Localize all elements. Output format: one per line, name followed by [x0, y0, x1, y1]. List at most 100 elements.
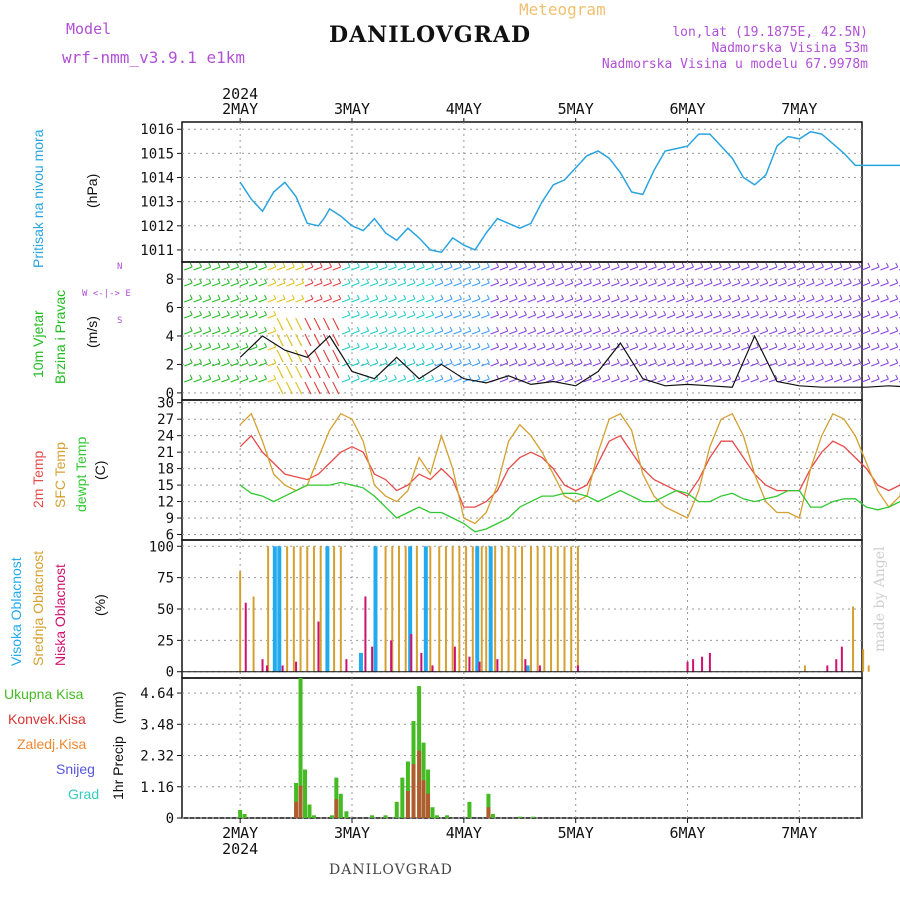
- wind-barb: [258, 282, 267, 287]
- wind-barb-tick: [616, 294, 620, 300]
- wind-barb-tick: [848, 374, 852, 380]
- wind-barb: [750, 314, 759, 319]
- wind-barb: [573, 298, 583, 303]
- convective-rain-bar: [298, 785, 303, 818]
- wind-barb: [499, 346, 509, 351]
- wind-barb-tick: [821, 374, 824, 380]
- wind-barb-tick: [458, 310, 462, 316]
- wind-barb-tick: [412, 358, 416, 364]
- wind-barb-tick: [245, 278, 249, 284]
- wind-barb-tick: [226, 374, 230, 380]
- wind-barb-tick: [644, 278, 648, 284]
- wind-barb-tick: [839, 294, 843, 300]
- wind-barb: [713, 282, 722, 287]
- wind-barb-tick: [848, 342, 852, 348]
- wind-barb: [601, 378, 611, 383]
- total-rain-bar: [400, 777, 405, 818]
- wind-barb-tick: [867, 294, 871, 300]
- wind-barb-tick: [477, 358, 481, 364]
- wind-barb-tick: [551, 310, 555, 316]
- wind-barb-tick: [728, 294, 732, 300]
- wind-barb-tick: [653, 374, 657, 380]
- wind-barb-tick: [886, 374, 889, 380]
- wind-barb: [796, 378, 806, 383]
- wind-barb-tick: [821, 262, 824, 268]
- wind-barb-tick: [505, 342, 509, 348]
- wind-barb-tick: [839, 374, 843, 380]
- wind-barb-tick: [848, 358, 852, 364]
- wind-barb: [378, 378, 388, 383]
- wind-barb-tick: [691, 278, 694, 284]
- wind-barb: [443, 298, 453, 303]
- total-rain-bar: [303, 769, 308, 818]
- wind-barb-tick: [561, 310, 564, 316]
- x-label-top: 4MAY: [446, 100, 482, 118]
- wind-barb-tick: [783, 342, 787, 348]
- total-rain-bar: [405, 761, 410, 818]
- wind-barb-tick: [811, 294, 815, 300]
- wind-barb-tick: [254, 358, 258, 364]
- wind-barb: [406, 298, 416, 303]
- wind-barb-tick: [765, 374, 769, 380]
- wind-barb: [508, 266, 518, 271]
- wind-barb-tick: [282, 262, 286, 268]
- wind-barb: [573, 314, 583, 319]
- wind-barb: [351, 314, 360, 319]
- wind-barb: [768, 282, 778, 287]
- wind-barb-tick: [289, 373, 293, 379]
- wind-barb: [397, 314, 406, 319]
- wind-barb-tick: [737, 278, 741, 284]
- wind-barb-tick: [440, 278, 444, 284]
- wind-barb-tick: [886, 294, 889, 300]
- wind-barb-tick: [217, 310, 221, 316]
- wind-barb: [861, 346, 871, 351]
- wind-barb: [815, 266, 824, 271]
- wind-barb: [629, 314, 639, 319]
- mid-cloud-bar: [333, 546, 336, 672]
- mid-cloud-bar: [252, 596, 255, 672]
- mid-cloud-bar: [536, 546, 539, 672]
- wind-barb-tick: [245, 326, 249, 332]
- wind-barb-tick: [672, 278, 676, 284]
- wind-barb-tick: [299, 389, 303, 395]
- mid-cloud-bar: [862, 649, 865, 672]
- wind-barb: [889, 330, 898, 335]
- wind-barb-tick: [356, 358, 360, 364]
- wind-barb: [796, 362, 806, 367]
- wind-barb-tick: [533, 326, 537, 332]
- wind-barb: [731, 378, 741, 383]
- wind-barb-tick: [551, 262, 555, 268]
- wind-barb: [620, 298, 629, 303]
- wind-barb-tick: [858, 358, 862, 364]
- wind-barb-tick: [449, 326, 453, 332]
- wind-barb: [481, 362, 490, 367]
- wind-barb-tick: [431, 262, 435, 268]
- wind-barb-tick: [356, 342, 360, 348]
- wind-barb-tick: [821, 278, 824, 284]
- wind-barb-tick: [282, 278, 286, 284]
- y-tick-label: 30: [157, 396, 174, 412]
- total-rain-bar: [467, 801, 472, 818]
- wind-barb: [211, 282, 221, 287]
- wind-barb-tick: [347, 262, 351, 268]
- y-tick-label: 25: [157, 633, 174, 649]
- wind-barb-tick: [728, 342, 732, 348]
- wind-barb: [731, 314, 741, 319]
- wind-barb: [805, 314, 815, 319]
- wind-barb-tick: [514, 294, 518, 300]
- low-cloud-bar: [826, 665, 829, 672]
- wind-barb: [184, 330, 193, 335]
- wind-barb: [833, 298, 843, 303]
- wind-barb-tick: [291, 278, 295, 284]
- wind-barb: [592, 378, 601, 383]
- wind-barb-tick: [347, 310, 351, 316]
- wind-barb: [759, 362, 768, 367]
- wind-barb-tick: [199, 374, 202, 380]
- wind-barb: [230, 314, 239, 319]
- wind-barb: [676, 266, 685, 271]
- wind-barb: [741, 362, 750, 367]
- wind-barb-tick: [561, 374, 564, 380]
- wind-barb: [481, 298, 490, 303]
- wind-barb: [564, 378, 574, 383]
- wind-barb-tick: [561, 358, 564, 364]
